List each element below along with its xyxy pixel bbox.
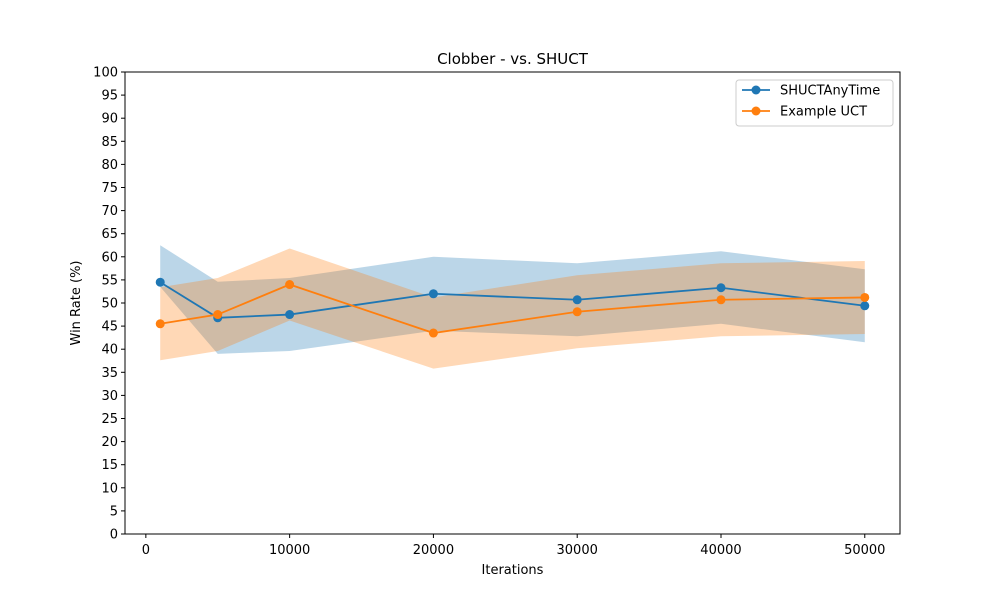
- data-point-series-2: [572, 307, 582, 317]
- x-tick-label: 20000: [413, 543, 454, 558]
- y-tick-label: 65: [101, 227, 118, 242]
- y-tick-label: 0: [110, 528, 118, 543]
- legend-box: [735, 79, 894, 127]
- data-point-series-1: [428, 289, 438, 299]
- y-tick-label: 10: [101, 481, 118, 496]
- y-axis-label: Win Rate (%): [69, 261, 84, 346]
- legend-marker-series-2: [751, 106, 761, 116]
- x-tick-label: 40000: [700, 543, 741, 558]
- series-markers: [155, 277, 870, 338]
- data-point-series-1: [155, 277, 165, 287]
- confidence-bands: [160, 245, 865, 369]
- x-tick-label: 10000: [269, 543, 310, 558]
- data-point-series-2: [428, 328, 438, 338]
- data-point-series-1: [716, 283, 726, 293]
- y-tick-label: 90: [101, 112, 118, 127]
- y-tick-label: 50: [101, 297, 118, 312]
- y-tick-label: 75: [101, 181, 118, 196]
- y-tick-label: 60: [101, 250, 118, 265]
- data-point-series-2: [860, 292, 870, 302]
- data-point-series-2: [155, 319, 165, 329]
- confidence-band-series-1: [160, 245, 865, 354]
- x-tick-label: 50000: [844, 543, 885, 558]
- y-tick-label: 95: [101, 89, 118, 104]
- data-point-series-1: [860, 301, 870, 311]
- legend-label-series-2: Example UCT: [780, 105, 867, 120]
- y-tick-label: 40: [101, 343, 118, 358]
- y-tick-label: 5: [110, 504, 118, 519]
- y-tick-label: 20: [101, 435, 118, 450]
- y-tick-label: 35: [101, 366, 118, 381]
- data-point-series-2: [213, 310, 223, 320]
- confidence-band-series-2: [160, 248, 865, 369]
- y-tick-label: 15: [101, 458, 118, 473]
- y-tick-label: 55: [101, 273, 118, 288]
- y-tick-label: 70: [101, 204, 118, 219]
- data-point-series-1: [285, 310, 295, 320]
- legend-marker-series-1: [751, 85, 761, 95]
- y-tick-label: 100: [93, 66, 118, 81]
- data-point-series-2: [716, 295, 726, 305]
- legend-label-series-1: SHUCTAnyTime: [780, 84, 880, 99]
- legend: SHUCTAnyTime Example UCT: [735, 79, 894, 127]
- y-tick-label: 85: [101, 135, 118, 150]
- x-axis-ticks: 0 10000 20000 30000 40000 50000: [142, 534, 885, 558]
- x-tick-label: 30000: [557, 543, 598, 558]
- y-tick-label: 30: [101, 389, 118, 404]
- chart-title: Clobber - vs. SHUCT: [437, 50, 589, 68]
- y-tick-label: 25: [101, 412, 118, 427]
- x-axis-label: Iterations: [482, 563, 544, 578]
- x-tick-label: 0: [142, 543, 150, 558]
- data-point-series-1: [572, 295, 582, 305]
- y-axis-ticks: 0 5 10 15 20 25 30 35 40 45 50 55 60 65 70 75 80 85 90 95 10…: [93, 66, 125, 543]
- y-tick-label: 45: [101, 320, 118, 335]
- y-tick-label: 80: [101, 158, 118, 173]
- data-point-series-2: [285, 280, 295, 290]
